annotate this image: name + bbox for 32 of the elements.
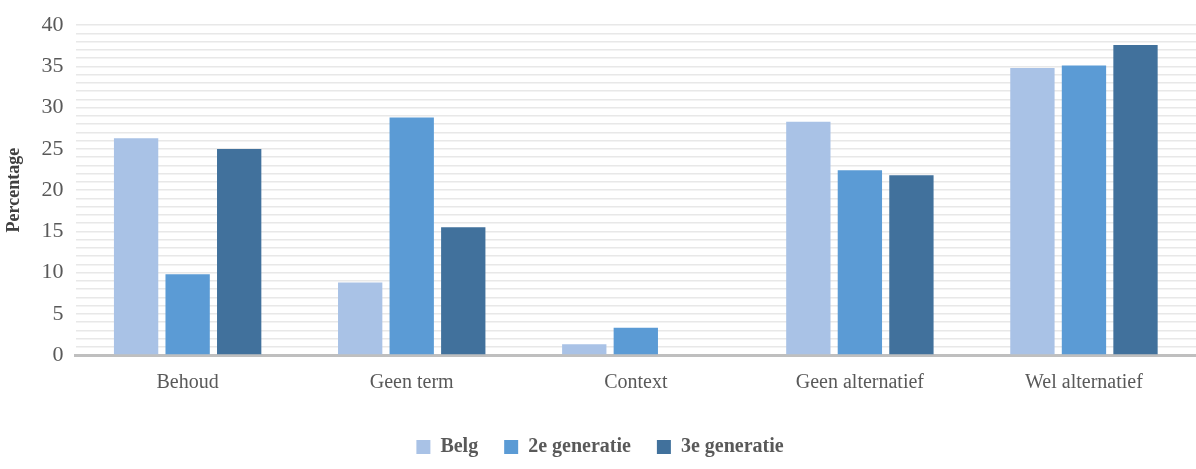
bar (1113, 44, 1158, 355)
legend-label: Belg (440, 434, 479, 458)
y-tick-label: 10 (41, 258, 64, 284)
legend-label: 3e generatie (680, 434, 784, 458)
bar (837, 170, 883, 355)
bar (1061, 65, 1107, 355)
y-axis-title: Percentage (3, 147, 24, 233)
y-tick-label: 15 (41, 217, 64, 243)
bar (217, 148, 262, 355)
x-tick-label: Geen term (369, 370, 455, 393)
x-tick-label: Wel alternatief (1025, 370, 1144, 393)
y-tick-label: 30 (41, 93, 64, 119)
y-tick-label: 35 (41, 52, 64, 78)
bar (389, 117, 434, 355)
y-tick-label: 25 (41, 134, 64, 160)
x-tick-label: Geen alternatief (795, 370, 925, 393)
bar (1010, 68, 1055, 355)
bar (441, 227, 486, 355)
bar (889, 175, 934, 355)
y-tick-label: 0 (52, 340, 64, 366)
bar (562, 344, 607, 355)
y-tick-label: 20 (41, 175, 64, 201)
y-tick-label: 40 (41, 10, 64, 36)
bar (613, 327, 658, 355)
bar (786, 121, 831, 355)
bar (113, 138, 159, 355)
bar (165, 274, 210, 355)
y-tick-label: 5 (52, 299, 64, 325)
x-tick-label: Behoud (156, 370, 219, 393)
legend-label: 2e generatie (528, 434, 632, 458)
bar (338, 282, 383, 355)
x-tick-label: Context (604, 370, 668, 393)
